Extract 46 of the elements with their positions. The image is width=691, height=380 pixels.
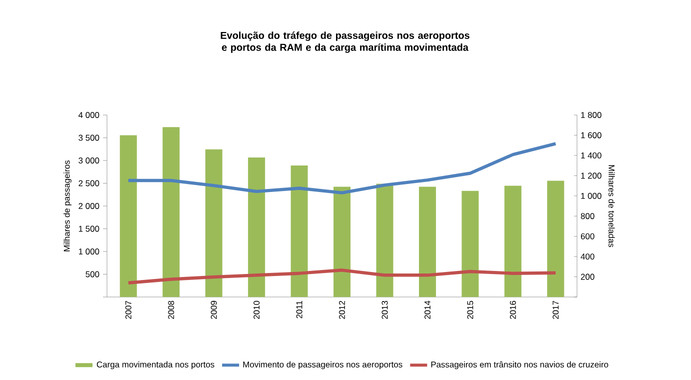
bar <box>205 149 222 297</box>
y-axis-title: Milhares de passageiros <box>64 160 72 252</box>
y-tick-label: 1 500 <box>78 226 100 232</box>
legend-label: Passageiros em trânsito nos navios de cruzeiro <box>431 361 608 370</box>
x-tick-label: 2007 <box>125 300 132 319</box>
y-tick-label: 1 000 <box>78 248 100 254</box>
bar <box>547 180 564 297</box>
x-tick-label: 2012 <box>339 300 345 319</box>
bar <box>462 190 479 297</box>
y2-tick-label: 600 <box>580 233 594 240</box>
x-tick-label: 2008 <box>168 300 174 319</box>
y2-tick-label: 1 800 <box>581 112 602 118</box>
y2-tick-label: 1 600 <box>581 132 602 138</box>
x-tick-label: 2015 <box>467 300 474 319</box>
y-tick-label: 2 000 <box>78 203 100 209</box>
y2-tick-label: 1 200 <box>581 172 602 179</box>
x-tick-label: 2013 <box>382 300 388 319</box>
bar <box>120 135 137 297</box>
y2-tick-label: 1 000 <box>581 192 602 199</box>
line-series <box>126 142 558 194</box>
bar <box>418 186 436 297</box>
x-tick-label: 2011 <box>296 300 302 318</box>
y2-tick-label: 200 <box>580 274 594 280</box>
bar <box>504 186 522 297</box>
y-tick-label: 2 500 <box>78 180 100 186</box>
bar <box>248 157 266 297</box>
x-tick-label: 2010 <box>254 300 260 319</box>
x-tick-label: 2014 <box>424 300 430 319</box>
x-tick-label: 2016 <box>510 300 516 319</box>
bar <box>334 186 351 297</box>
chart-title: Evolução do tráfego de passageiros nos aeroportos e portos da RAM e da carga marítima movimentada <box>220 32 470 53</box>
y-tick-label: 500 <box>86 271 100 278</box>
y-tick-label: 3 000 <box>78 158 100 164</box>
legend-label: Carga movimentada nos portos <box>96 361 214 370</box>
x-tick-label: 2017 <box>552 300 559 319</box>
bar <box>376 184 394 297</box>
y2-tick-label: 1 400 <box>581 152 602 158</box>
bar <box>290 166 308 297</box>
x-tick-label: 2009 <box>210 300 217 319</box>
legend-label: Movimento de passageiros nos aeroportos <box>243 361 402 370</box>
y2-axis-title: Milhares de toneladas <box>608 165 615 248</box>
y2-tick-label: 400 <box>580 254 594 260</box>
y2-tick-label: 800 <box>580 213 594 220</box>
y-tick-label: 3 500 <box>78 134 100 141</box>
bar <box>162 127 180 297</box>
y-tick-label: 4 000 <box>78 112 100 118</box>
